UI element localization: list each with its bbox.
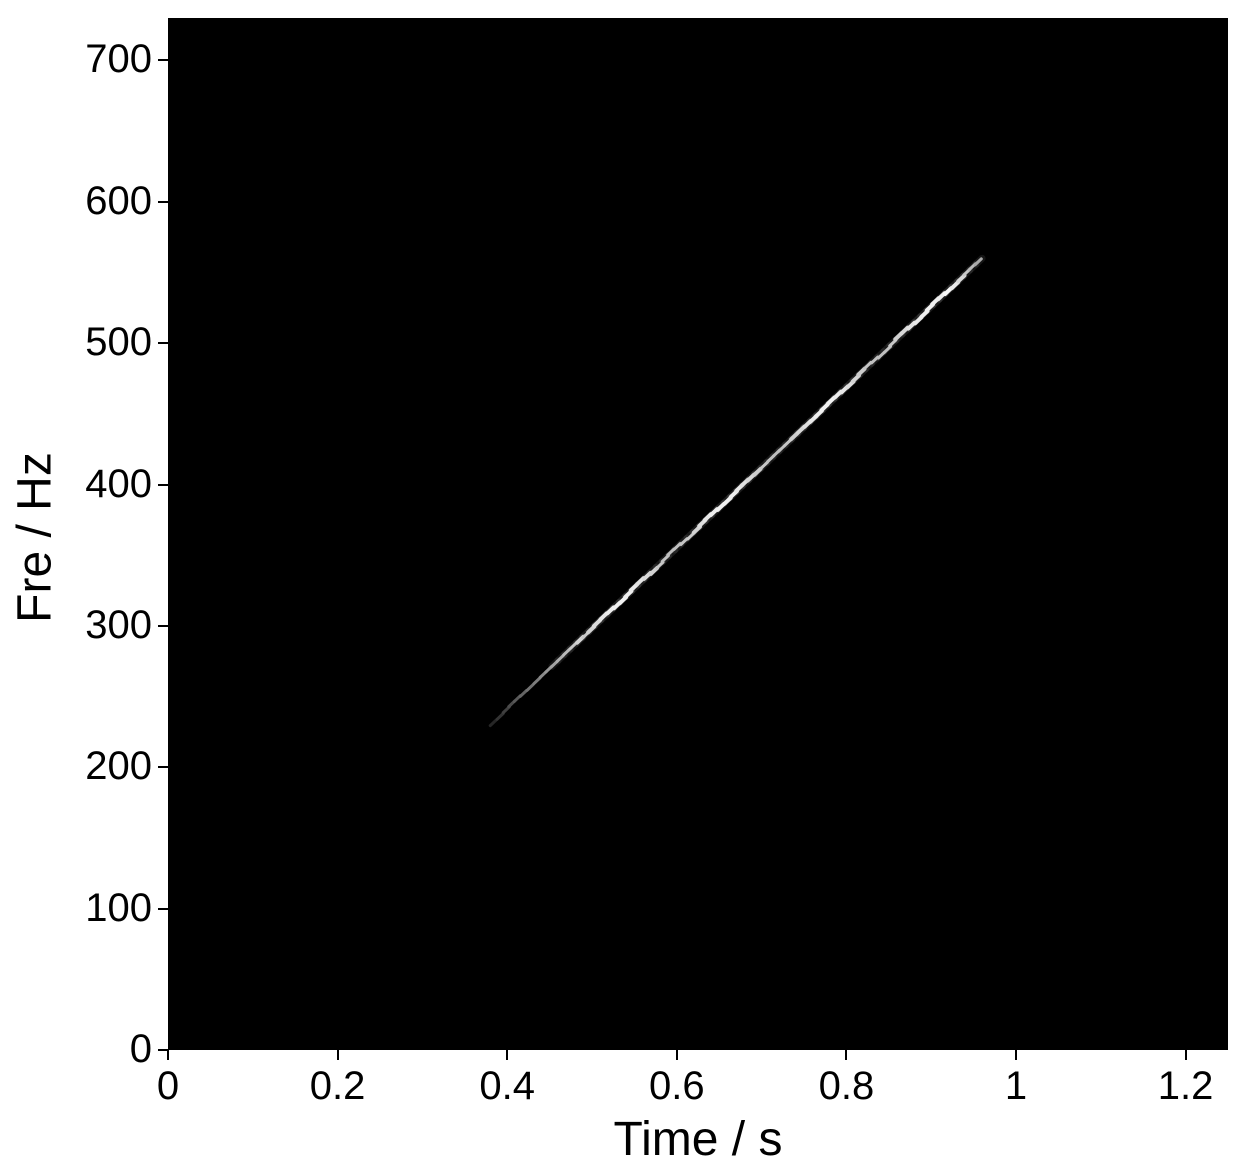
y-tick-mark bbox=[158, 908, 168, 910]
plot-area bbox=[168, 18, 1228, 1050]
y-tick-label: 100 bbox=[32, 886, 152, 931]
y-tick-mark bbox=[158, 484, 168, 486]
x-tick-mark bbox=[337, 1050, 339, 1060]
y-tick-label: 200 bbox=[32, 744, 152, 789]
y-tick-label: 500 bbox=[32, 320, 152, 365]
x-tick-label: 0.8 bbox=[786, 1064, 906, 1109]
y-tick-label: 300 bbox=[32, 603, 152, 648]
x-tick-label: 0.2 bbox=[278, 1064, 398, 1109]
x-tick-label: 1.2 bbox=[1126, 1064, 1240, 1109]
x-tick-label: 0 bbox=[108, 1064, 228, 1109]
x-tick-mark bbox=[506, 1050, 508, 1060]
x-tick-label: 1 bbox=[956, 1064, 1076, 1109]
spectrogram-chart: Fre / Hz Time / s 0100200300400500600700… bbox=[0, 0, 1240, 1173]
y-tick-label: 600 bbox=[32, 179, 152, 224]
x-tick-mark bbox=[1015, 1050, 1017, 1060]
y-tick-mark bbox=[158, 201, 168, 203]
y-tick-label: 400 bbox=[32, 462, 152, 507]
y-tick-label: 700 bbox=[32, 37, 152, 82]
x-tick-mark bbox=[167, 1050, 169, 1060]
x-tick-mark bbox=[676, 1050, 678, 1060]
x-tick-label: 0.4 bbox=[447, 1064, 567, 1109]
y-tick-mark bbox=[158, 625, 168, 627]
x-axis-label: Time / s bbox=[548, 1112, 848, 1167]
x-tick-mark bbox=[1185, 1050, 1187, 1060]
x-tick-label: 0.6 bbox=[617, 1064, 737, 1109]
y-tick-mark bbox=[158, 342, 168, 344]
y-tick-mark bbox=[158, 766, 168, 768]
x-tick-mark bbox=[845, 1050, 847, 1060]
y-tick-mark bbox=[158, 59, 168, 61]
